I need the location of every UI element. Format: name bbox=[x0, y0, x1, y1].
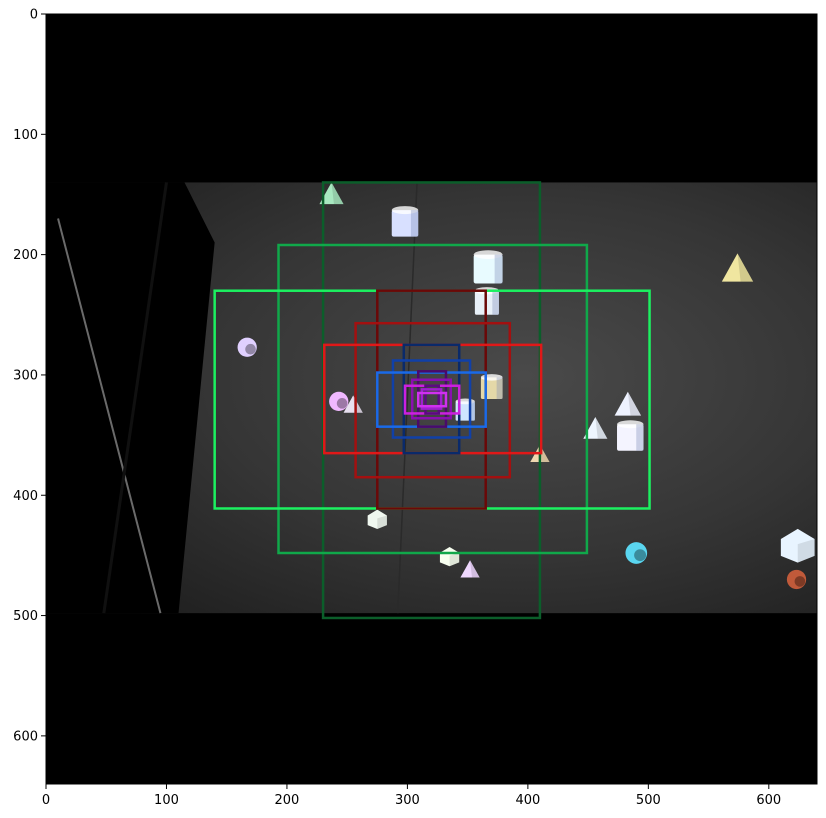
x-tick-label: 400 bbox=[515, 793, 540, 808]
scene-object-cone bbox=[614, 391, 642, 416]
anchor-box bbox=[277, 243, 589, 555]
scene-object-cylinder bbox=[480, 374, 503, 400]
scene-object-cube bbox=[367, 509, 387, 529]
x-tick-label: 300 bbox=[395, 793, 420, 808]
x-axis: 0 100 200 300 400 500 600 bbox=[42, 784, 781, 808]
y-axis: 0 100 200 300 400 500 600 bbox=[13, 8, 46, 744]
y-tick-label: 100 bbox=[13, 128, 38, 143]
y-tick-label: 400 bbox=[13, 489, 38, 504]
photo-region bbox=[46, 182, 817, 614]
scene-object-sphere bbox=[237, 337, 257, 357]
photo-shadow bbox=[46, 182, 215, 614]
y-tick-label: 300 bbox=[13, 368, 38, 383]
plot-area bbox=[46, 14, 817, 784]
scene-object-cylinder bbox=[617, 420, 644, 451]
scene-object-cone bbox=[319, 182, 344, 205]
scene-objects bbox=[237, 182, 815, 590]
scene-object-cone bbox=[721, 253, 754, 282]
floor-seam-line bbox=[397, 182, 418, 614]
anchor-box bbox=[410, 378, 453, 420]
y-tick-label: 200 bbox=[13, 248, 38, 263]
anchor-box bbox=[354, 321, 512, 479]
x-tick-label: 500 bbox=[636, 793, 661, 808]
anchor-box bbox=[420, 388, 443, 410]
scene-object-cube bbox=[780, 528, 815, 563]
scene-object-cone bbox=[583, 417, 608, 439]
scene-object-cylinder bbox=[391, 206, 419, 237]
scene-object-sphere bbox=[329, 391, 349, 412]
y-tick-label: 600 bbox=[13, 729, 38, 744]
anchor-box bbox=[424, 384, 440, 415]
x-tick-label: 200 bbox=[275, 793, 300, 808]
y-tick-label: 0 bbox=[30, 8, 38, 23]
x-tick-label: 100 bbox=[154, 793, 179, 808]
wall-edge-line bbox=[57, 218, 162, 614]
scene-object-sphere bbox=[625, 542, 648, 564]
axes-frame bbox=[45, 13, 818, 785]
scene-object-sphere bbox=[786, 569, 807, 590]
y-tick-label: 500 bbox=[13, 609, 38, 624]
wall-edge-line bbox=[102, 182, 168, 614]
anchor-box bbox=[391, 359, 472, 439]
x-tick-label: 600 bbox=[756, 793, 781, 808]
anchor-box bbox=[416, 391, 448, 408]
scene-object-cylinder bbox=[473, 250, 503, 284]
anchor-boxes bbox=[213, 181, 651, 620]
x-tick-label: 0 bbox=[42, 793, 50, 808]
scene-object-cone bbox=[460, 560, 480, 578]
